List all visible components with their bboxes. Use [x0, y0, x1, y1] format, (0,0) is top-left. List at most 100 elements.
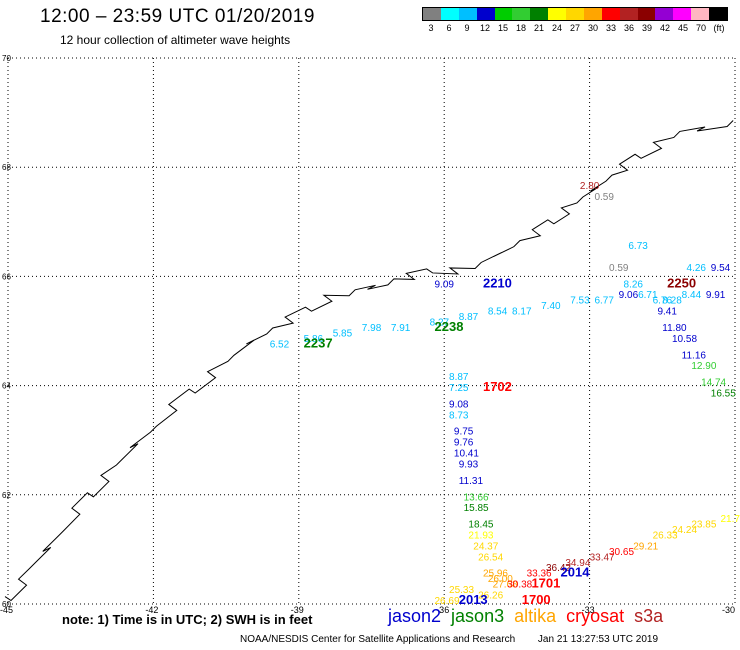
- wave-height-label: 30.65: [609, 547, 634, 558]
- wave-height-label: 9.91: [706, 290, 726, 301]
- legend-tick: 30: [587, 23, 598, 33]
- wave-height-label: 27.68: [493, 580, 518, 591]
- wave-height-label: 9.06: [619, 290, 639, 301]
- wave-height-label: 11.16: [682, 350, 707, 361]
- legend-swatch: [494, 8, 513, 20]
- wave-height-label: 29.21: [633, 541, 658, 552]
- wave-height-label: 9.08: [449, 399, 469, 410]
- legend-swatch: [548, 8, 566, 20]
- legend-tick: 70: [695, 23, 706, 33]
- longitude-label: -33: [582, 605, 595, 615]
- wave-height-label: 21.93: [468, 530, 493, 541]
- wave-height-label: 8.54: [488, 307, 508, 318]
- latitude-label: 64: [2, 382, 11, 391]
- legend-swatch: [512, 8, 531, 20]
- pass-time-label: 2210: [483, 275, 512, 290]
- latitude-label: 70: [2, 54, 11, 63]
- wave-height-label: 34.94: [565, 558, 590, 569]
- wave-height-label: 26.26: [478, 591, 503, 602]
- wave-height-label: 24.37: [473, 541, 498, 552]
- satellite-name: cryosat: [566, 606, 625, 626]
- latitude-label: 60: [2, 600, 11, 609]
- legend-tick: 24: [551, 23, 562, 33]
- wave-height-label: 0.59: [609, 263, 629, 274]
- wave-height-label: 13.66: [464, 492, 489, 503]
- legend-swatch: [673, 8, 692, 20]
- greenland-coastline: [4, 120, 734, 602]
- legend-swatch: [476, 8, 495, 20]
- color-legend: 3 6 9 12 15 18 21 24 27 30 33 36 39 42 45 70 (ft): [422, 7, 728, 33]
- wave-height-label: 8.87: [449, 372, 469, 383]
- wave-height-label: 8.87: [459, 312, 479, 323]
- wave-height-label: 8.27: [430, 318, 450, 329]
- wave-height-label: 10.41: [454, 449, 479, 460]
- footer-credit: NOAA/NESDIS Center for Satellite Applica…: [240, 634, 658, 645]
- legend-tick: 36: [623, 23, 634, 33]
- pass-time-label: 1702: [483, 379, 512, 394]
- wave-height-label: 12.90: [691, 361, 716, 372]
- wave-height-label: 8.28: [662, 296, 682, 307]
- wave-height-label: 26.54: [478, 552, 503, 563]
- wave-height-label: 14.74: [701, 378, 726, 389]
- wave-height-label: 26.69: [435, 596, 460, 607]
- pass-time-label: 2250: [667, 275, 696, 290]
- legend-swatch: [637, 8, 656, 20]
- legend-tick: 12: [479, 23, 490, 33]
- wave-height-label: 23.85: [691, 520, 716, 531]
- wave-height-label: 16.55: [711, 389, 736, 400]
- coastline-path: [4, 120, 734, 602]
- wave-height-label: 7.40: [541, 301, 561, 312]
- wave-height-label: 33.47: [590, 552, 615, 563]
- axis-labels: 70 68 66 64 62 60-45 -42 -39 -36 -33 -30: [0, 54, 735, 615]
- wave-height-label: 6.73: [628, 241, 648, 252]
- wave-height-label: 36.42: [546, 563, 571, 574]
- satellite-track: 6.73 4.26 9.54 8.266.716.768.28 8.44 9.91 9.41…: [624, 241, 737, 399]
- pass-time-label: 2013: [459, 592, 488, 607]
- legend-swatch: [423, 8, 441, 20]
- wave-height-label: 21.72: [720, 514, 740, 525]
- satellite-name: jason3: [451, 606, 505, 626]
- legend-tick-labels: 3 6 9 12 15 18 21 24 27 30 33 36 39 42 45 70 (ft): [422, 23, 728, 33]
- wave-height-label: 25.33: [449, 585, 474, 596]
- wave-height-label: 15.85: [464, 503, 489, 514]
- longitude-label: -30: [722, 605, 735, 615]
- legend-tick: 27: [569, 23, 580, 33]
- wave-height-label: 9.41: [657, 307, 677, 318]
- wave-height-label: 4.26: [687, 263, 707, 274]
- pass-time-label: 1701: [531, 576, 560, 591]
- wave-height-label: 5.86: [304, 334, 324, 345]
- legend-tick: 3: [428, 23, 434, 33]
- legend-swatch: [530, 8, 549, 20]
- legend-swatch: [655, 8, 674, 20]
- wave-height-label: 8.26: [624, 279, 644, 290]
- legend-swatch: [601, 8, 620, 20]
- legend-color-bar: [422, 7, 728, 21]
- satellite-tracks: 2.800.590.596.734.26 9.548.266.716.768.28…: [270, 181, 740, 607]
- wave-height-label: 8.44: [682, 290, 702, 301]
- wave-height-label: 9.76: [454, 438, 474, 449]
- wave-height-label: 10.58: [672, 334, 697, 345]
- latitude-label: 62: [2, 491, 11, 500]
- longitude-label: -39: [291, 605, 304, 615]
- wave-height-label: 2.80: [580, 181, 600, 192]
- wave-height-label: 33.36: [527, 569, 552, 580]
- legend-swatch: [691, 8, 709, 20]
- legend-swatch: [583, 8, 602, 20]
- wave-height-label: 8.73: [449, 410, 469, 421]
- pass-time-label: 1700: [522, 592, 551, 607]
- wave-height-label: 30.38: [507, 580, 532, 591]
- legend-swatch: [619, 8, 638, 20]
- satellite-legend: jason2 jason3 altika cryosat s3a: [388, 606, 673, 627]
- longitude-label: -42: [145, 605, 158, 615]
- wave-height-label: 6.77: [594, 296, 614, 307]
- satellite-name: altika: [514, 606, 557, 626]
- wave-height-label: 8.17: [512, 307, 532, 318]
- wave-height-label: 9.93: [459, 460, 479, 471]
- legend-tick: 33: [605, 23, 616, 33]
- legend-tick: 39: [641, 23, 652, 33]
- wave-height-label: 7.91: [391, 323, 411, 334]
- legend-tick: 9: [464, 23, 470, 33]
- legend-tick: 6: [446, 23, 452, 33]
